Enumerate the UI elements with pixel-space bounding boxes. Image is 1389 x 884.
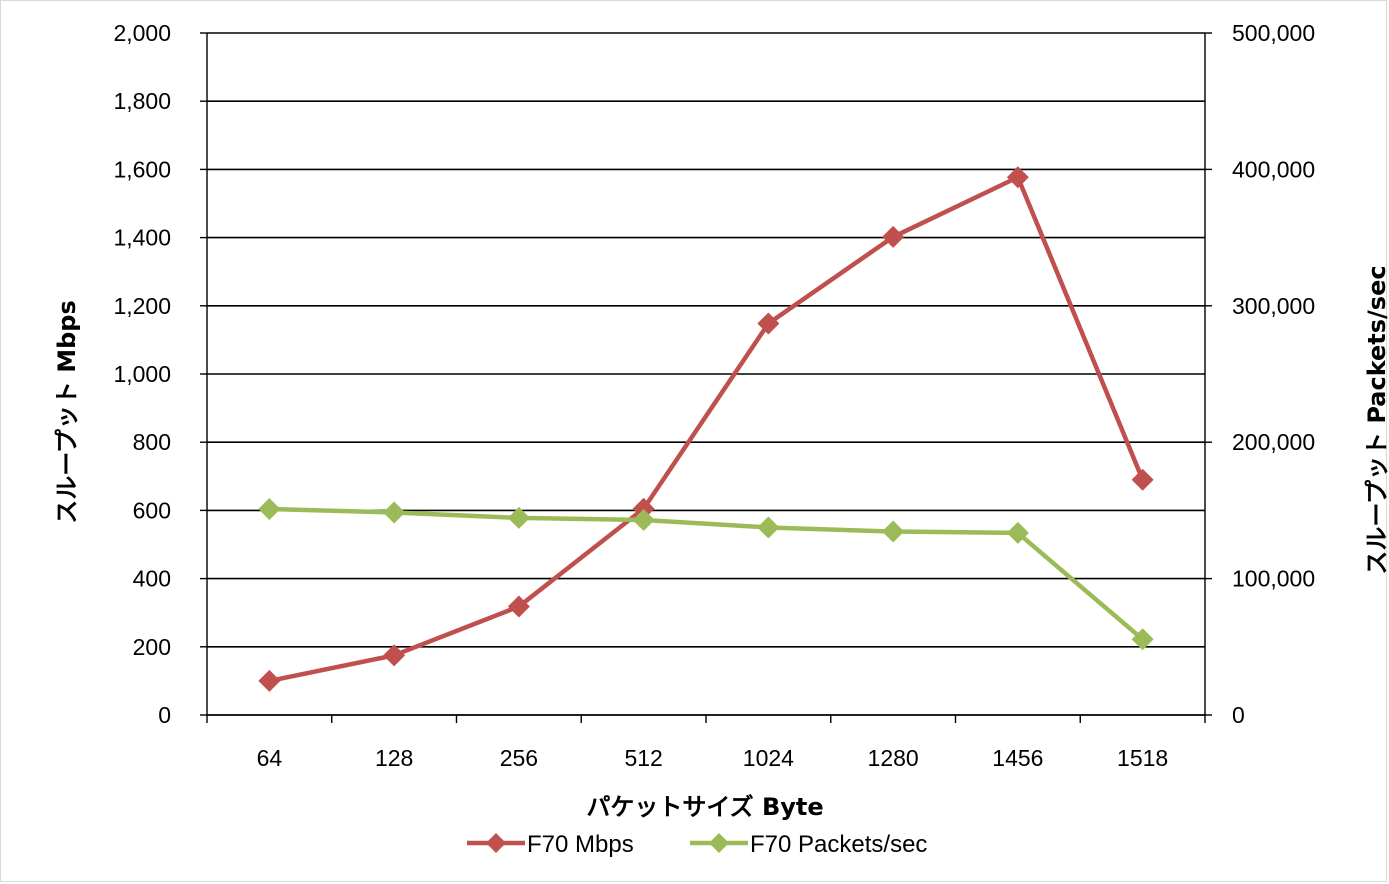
x-tick-label: 128 [375, 745, 413, 771]
y2-tick-label: 400,000 [1232, 156, 1315, 182]
data-point [507, 595, 530, 618]
data-point [1006, 166, 1029, 189]
y-tick-label: 200 [133, 634, 171, 660]
x-tick-label: 1024 [743, 745, 794, 771]
series-line-mbps [268, 174, 1145, 684]
x-axis-ticks: 64 128 256 512 1024 1280 1456 1518 [257, 745, 1169, 771]
y2-tick-label: 100,000 [1232, 566, 1315, 592]
data-point [757, 312, 780, 335]
gridlines [207, 32, 1205, 648]
x-axis-title: パケットサイズ Byte [586, 793, 823, 821]
data-point [1131, 468, 1154, 491]
y2-tick-label: 200,000 [1232, 429, 1315, 455]
y-tick-label: 800 [133, 429, 171, 455]
data-point [632, 497, 655, 520]
data-point [258, 498, 281, 521]
axes [200, 32, 1212, 723]
data-point [632, 508, 655, 531]
legend-marker [486, 833, 506, 853]
y-tick-label: 1,600 [113, 156, 171, 182]
y2-tick-label: 500,000 [1232, 20, 1315, 46]
data-point [383, 644, 406, 667]
y-tick-label: 0 [158, 702, 171, 728]
y-tick-label: 1,000 [113, 361, 171, 387]
y-tick-label: 400 [133, 566, 171, 592]
y2-tick-label: 0 [1232, 702, 1245, 728]
data-point [1131, 628, 1154, 651]
y2-tick-label: 300,000 [1232, 293, 1315, 319]
legend: F70 Mbps F70 Packets/sec [467, 831, 927, 858]
data-point [1006, 521, 1029, 544]
x-tick-label: 512 [624, 745, 662, 771]
data-point [383, 501, 406, 524]
legend-label: F70 Packets/sec [750, 831, 927, 858]
x-tick-label: 1280 [868, 745, 919, 771]
y-tick-label: 1,400 [113, 225, 171, 251]
y-axis-title: スループット Mbps [53, 300, 81, 523]
legend-label: F70 Mbps [527, 831, 634, 858]
data-point [882, 225, 905, 248]
x-tick-label: 1518 [1117, 745, 1168, 771]
legend-item: F70 Mbps [467, 831, 634, 858]
y-tick-label: 1,800 [113, 88, 171, 114]
x-tick-label: 256 [500, 745, 538, 771]
data-point [757, 516, 780, 539]
data-point [258, 669, 281, 692]
series-layer [258, 166, 1154, 692]
series-line-packets [269, 506, 1145, 642]
y-tick-label: 1,200 [113, 293, 171, 319]
data-point [507, 506, 530, 529]
y2-axis-title: スループット Packets/sec [1363, 265, 1389, 574]
x-tick-label: 64 [257, 745, 283, 771]
right-axis-ticks: 0 100,000 200,000 300,000 400,000 500,000 [1232, 20, 1315, 728]
left-axis-ticks: 0 200 400 600 800 1,000 1,200 1,400 1,600 1,800 2,… [113, 20, 171, 728]
legend-marker [709, 833, 729, 853]
y-tick-label: 2,000 [113, 20, 171, 46]
legend-item: F70 Packets/sec [690, 831, 927, 858]
data-point [882, 520, 905, 543]
y-tick-label: 600 [133, 497, 171, 523]
x-tick-label: 1456 [992, 745, 1043, 771]
